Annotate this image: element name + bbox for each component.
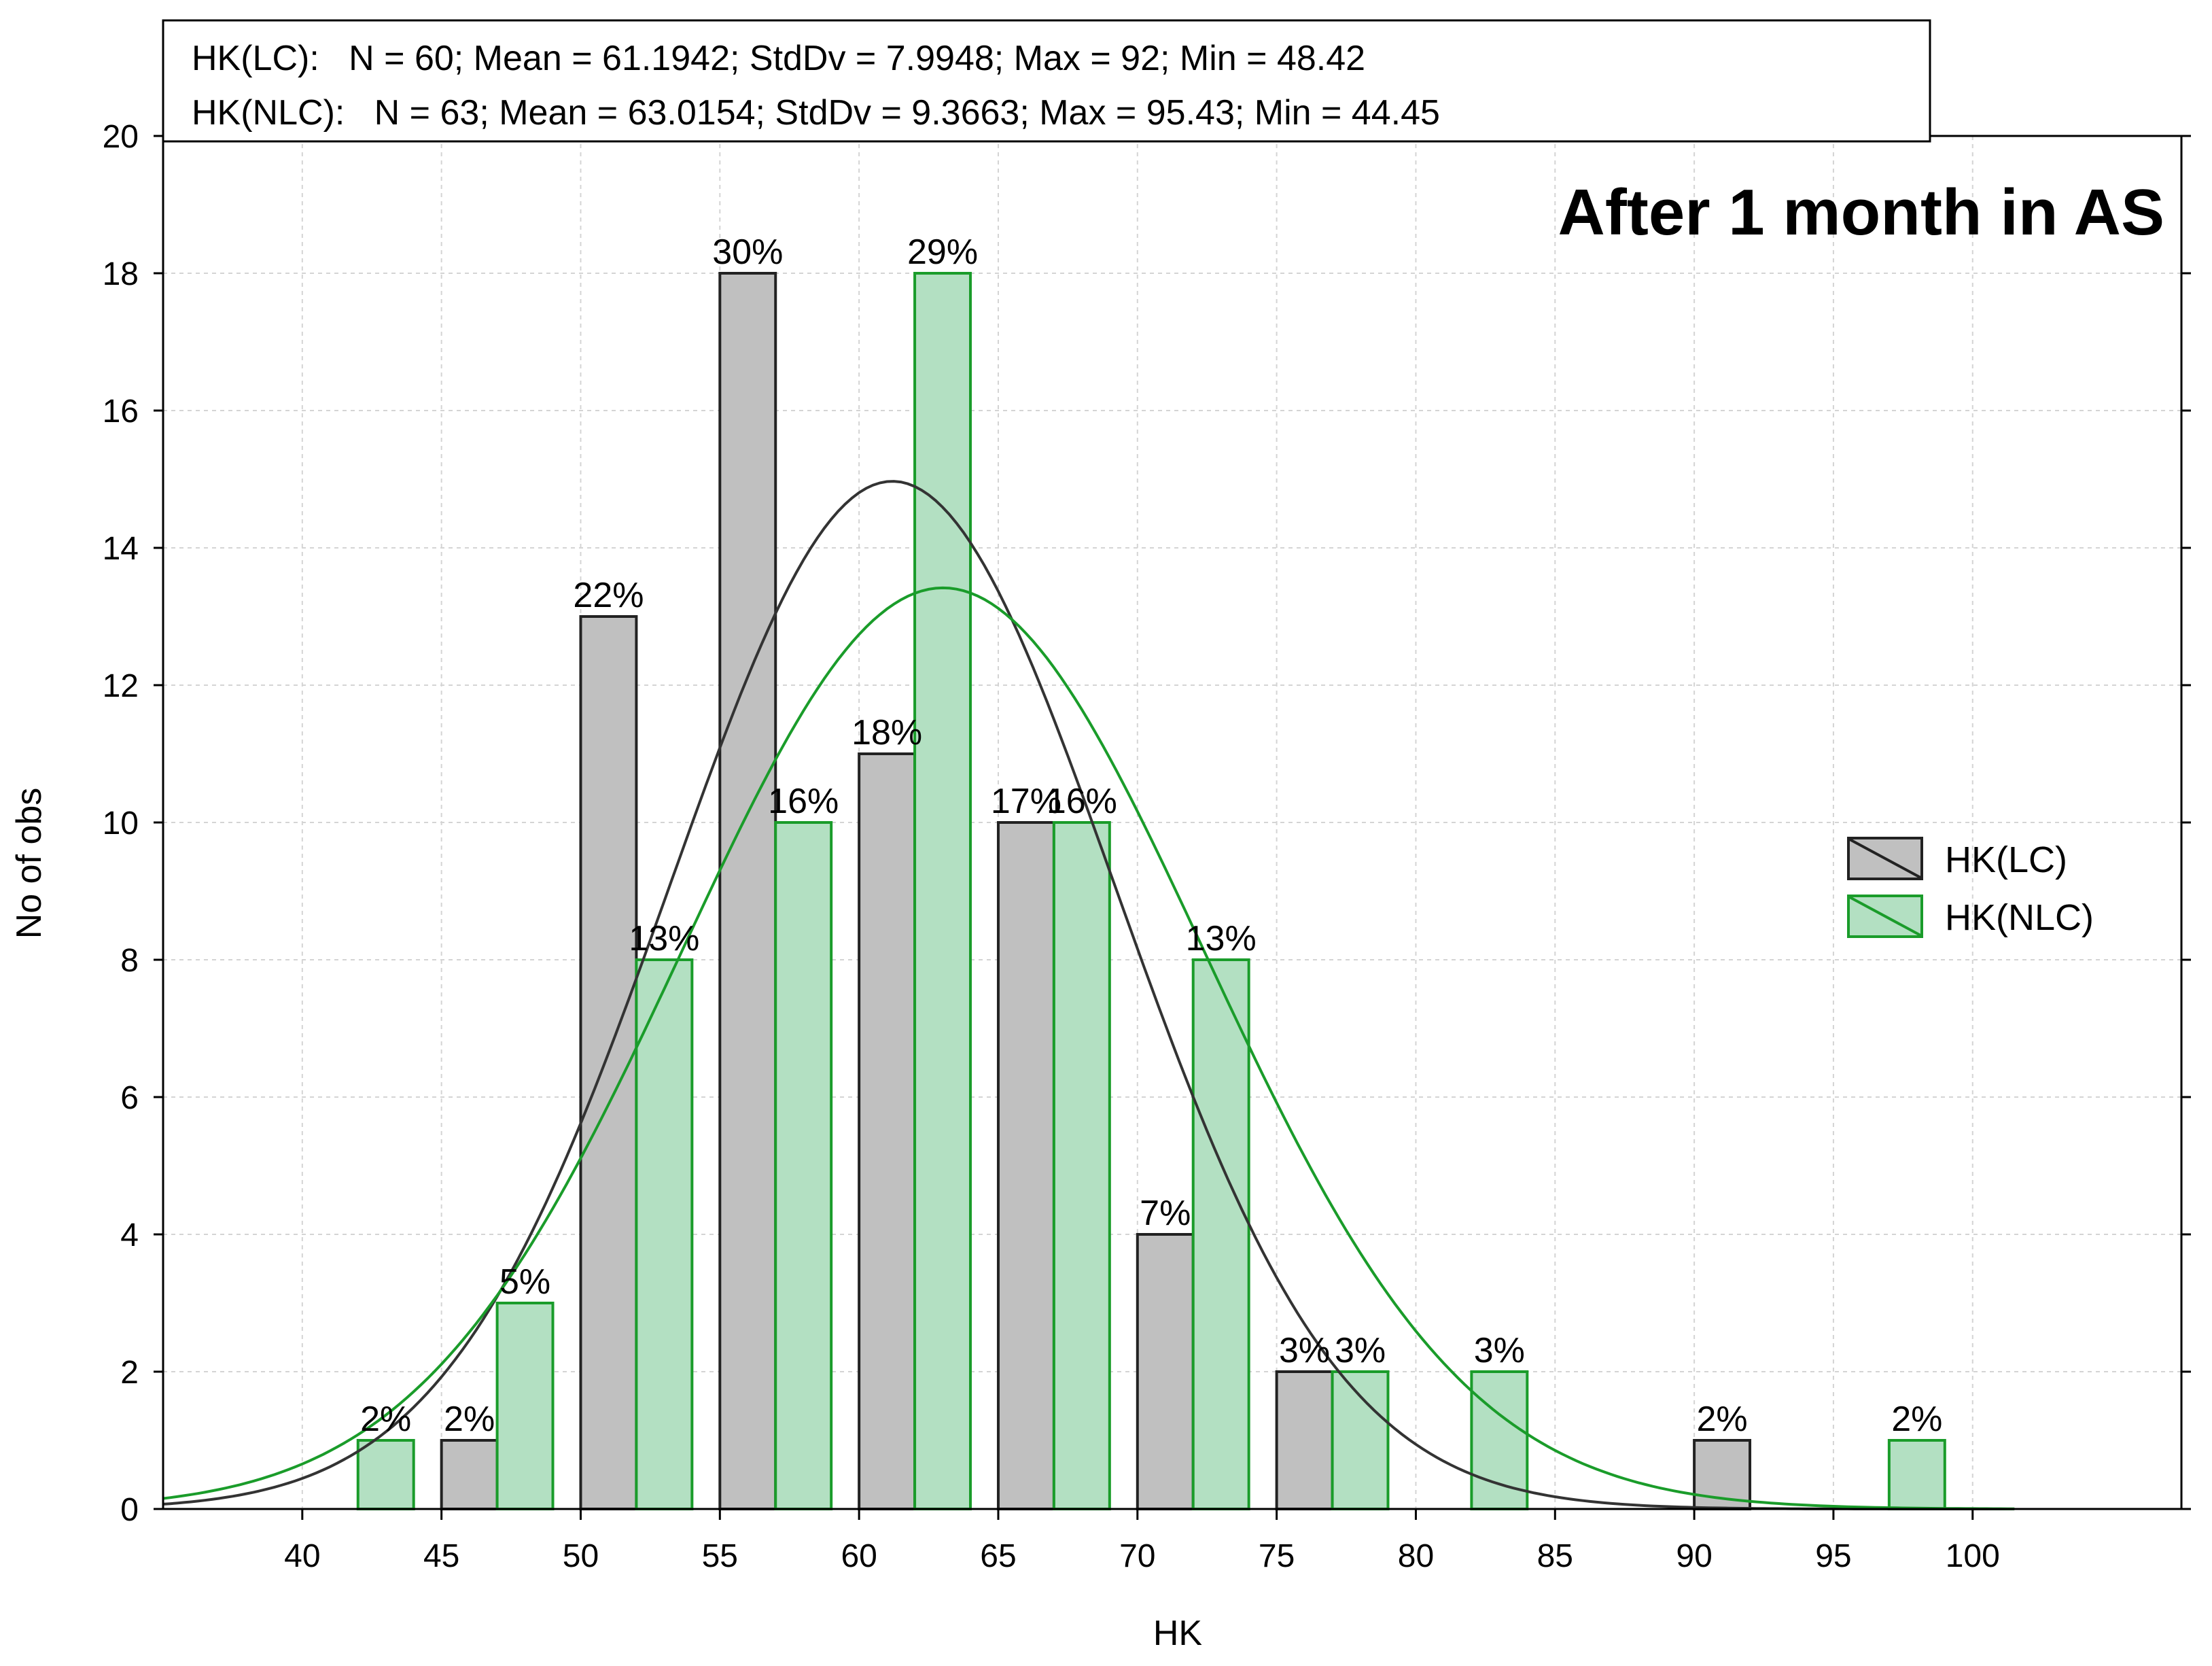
x-tick-label: 85 xyxy=(1537,1538,1573,1574)
y-tick-label: 8 xyxy=(120,943,139,979)
bar-percent-label: 3% xyxy=(1335,1331,1386,1370)
x-axis-label: HK xyxy=(1153,1614,1203,1653)
legend-item-nlc: HK(NLC) xyxy=(1847,895,2094,938)
bar-lc xyxy=(1136,1233,1195,1510)
bar-lc xyxy=(579,615,638,1510)
bar-percent-label: 2% xyxy=(1696,1400,1747,1439)
bar-percent-label: 3% xyxy=(1279,1331,1330,1370)
bar-percent-label: 16% xyxy=(1047,782,1117,821)
legend: HK(LC) HK(NLC) xyxy=(1847,837,2094,938)
bar-percent-label: 16% xyxy=(768,782,839,821)
bar-nlc xyxy=(1331,1370,1390,1510)
legend-label-nlc: HK(NLC) xyxy=(1945,897,2094,938)
bar-percent-label: 13% xyxy=(629,919,699,958)
bar-nlc xyxy=(1052,821,1111,1510)
bar-percent-label: 13% xyxy=(1186,919,1257,958)
chart-title: After 1 month in AS xyxy=(1558,176,2164,249)
bar-percent-label: 3% xyxy=(1474,1331,1525,1370)
bar-nlc xyxy=(495,1302,555,1510)
x-tick-label: 80 xyxy=(1398,1538,1434,1574)
normal-curves xyxy=(162,480,2015,1510)
bar-nlc xyxy=(913,272,972,1510)
x-tick-label: 95 xyxy=(1815,1538,1851,1574)
bar-lc xyxy=(718,272,777,1510)
y-tick-label: 2 xyxy=(120,1355,139,1391)
bar-percent-label: 7% xyxy=(1140,1194,1191,1233)
x-tick-label: 75 xyxy=(1259,1538,1295,1574)
y-tick-label: 20 xyxy=(103,119,139,155)
bar-lc xyxy=(996,821,1055,1510)
stats-line-lc: HK(LC): N = 60; Mean = 61.1942; StdDv = … xyxy=(192,39,1365,78)
y-tick-label: 16 xyxy=(103,394,139,430)
bar-percent-label: 2% xyxy=(360,1400,411,1439)
stats-line-nlc: HK(NLC): N = 63; Mean = 63.0154; StdDv =… xyxy=(192,93,1440,133)
x-tick-label: 55 xyxy=(702,1538,738,1574)
y-tick-label: 10 xyxy=(103,805,139,841)
bar-percent-label: 18% xyxy=(852,713,922,752)
bar-percent-label: 17% xyxy=(991,782,1061,821)
legend-item-lc: HK(LC) xyxy=(1847,837,2067,880)
bar-percent-label: 30% xyxy=(712,232,783,272)
bar-lc xyxy=(1275,1370,1334,1510)
bar-percent-label: 22% xyxy=(573,576,644,615)
stats-box: HK(LC): N = 60; Mean = 61.1942; StdDv = … xyxy=(162,19,1931,143)
x-tick-label: 60 xyxy=(841,1538,877,1574)
y-tick-label: 4 xyxy=(120,1217,139,1253)
normal-curve-nlc xyxy=(162,586,2015,1510)
bars-hk-nlc xyxy=(356,272,1946,1510)
bar-percent-label: 29% xyxy=(907,232,978,272)
bar-nlc xyxy=(774,821,833,1510)
bar-lc xyxy=(440,1439,499,1510)
y-tick-label: 6 xyxy=(120,1080,139,1116)
x-tick-label: 45 xyxy=(423,1538,459,1574)
bar-percent-label: 2% xyxy=(444,1400,495,1439)
x-tick-label: 90 xyxy=(1676,1538,1712,1574)
percent-labels: 2% 22% 30% 18% 17% 7% 3% 2% 2% 5% 13% 16% 29% 16% 13% 3… xyxy=(360,232,1942,1439)
bar-nlc xyxy=(1191,958,1250,1510)
bar-nlc xyxy=(635,958,694,1510)
normal-curve-lc xyxy=(162,480,2015,1510)
legend-swatch-lc-line xyxy=(1849,838,1921,879)
y-tick-label: 12 xyxy=(103,668,139,704)
y-tick-label: 0 xyxy=(120,1492,139,1528)
bar-percent-label: 2% xyxy=(1891,1400,1942,1439)
y-tick-label: 18 xyxy=(103,256,139,292)
bar-lc xyxy=(858,752,917,1510)
axes: 0 2 4 6 8 10 12 14 16 18 20 40 45 50 55 60 65 70 75 80 85 90 9… xyxy=(103,119,2191,1574)
bar-nlc xyxy=(1470,1370,1529,1510)
x-tick-label: 65 xyxy=(980,1538,1016,1574)
x-tick-label: 70 xyxy=(1119,1538,1155,1574)
legend-swatch-nlc-line xyxy=(1849,896,1921,937)
x-tick-label: 50 xyxy=(563,1538,599,1574)
legend-label-lc: HK(LC) xyxy=(1945,839,2067,880)
x-tick-label: 100 xyxy=(1946,1538,2000,1574)
stats-box-frame xyxy=(162,19,1931,143)
bar-percent-label: 5% xyxy=(499,1262,550,1302)
y-tick-label: 14 xyxy=(103,531,139,567)
bars-hk-lc xyxy=(440,272,1752,1510)
x-tick-label: 40 xyxy=(284,1538,320,1574)
bar-nlc xyxy=(1887,1439,1946,1510)
y-axis-label: No of obs xyxy=(10,788,49,939)
bar-nlc xyxy=(356,1439,415,1510)
